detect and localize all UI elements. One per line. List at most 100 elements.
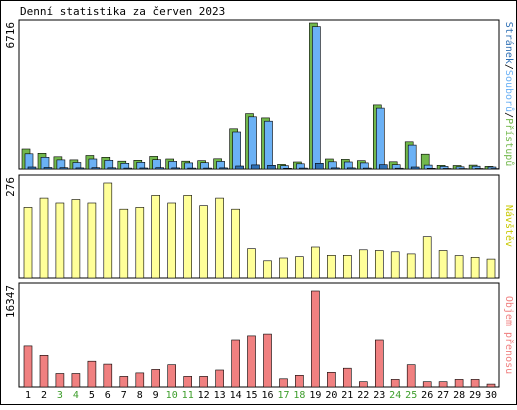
hits-bars xyxy=(21,22,500,170)
x-tick-label: 30 xyxy=(485,390,497,401)
objem-bar xyxy=(454,379,464,388)
objem-bar xyxy=(231,339,240,388)
legend-separator: / xyxy=(503,64,514,70)
navstev-bar xyxy=(119,208,129,279)
navstev-bar xyxy=(103,182,113,279)
stranek-bar xyxy=(123,167,133,170)
objem-bar xyxy=(486,383,496,388)
stranek-bar xyxy=(267,165,276,170)
visits-panel-frame xyxy=(18,174,500,279)
legend-separator: / xyxy=(503,112,514,118)
traffic-legend: Objem přenosu xyxy=(503,296,515,374)
objem-bar xyxy=(374,339,384,388)
visits-panel: 276 Návštěv xyxy=(4,174,515,279)
x-axis-day-labels: 1 2 3 4 5 6 7 8 9 10 11 12 13 14 15 16 17 18 19 20 21 22 23 24 2… xyxy=(25,390,497,401)
stranek-bar xyxy=(155,167,164,170)
stranek-bar xyxy=(299,167,308,170)
navstev-bar xyxy=(151,195,160,279)
stranek-bar xyxy=(362,167,372,170)
navstev-bar xyxy=(406,253,416,279)
objem-bar xyxy=(103,363,113,388)
objem-bar xyxy=(406,364,416,388)
stranek-bar xyxy=(442,168,452,170)
objem-bar xyxy=(311,290,320,388)
traffic-panel-frame xyxy=(18,282,500,388)
objem-bar xyxy=(215,369,224,388)
objem-bar xyxy=(422,381,432,388)
x-tick-label: 4 xyxy=(73,390,79,401)
x-tick-label: 2 xyxy=(41,390,47,401)
x-tick-label: 15 xyxy=(245,390,257,401)
x-tick-label: 26 xyxy=(421,390,433,401)
objem-bar xyxy=(71,373,81,388)
x-tick-label: 17 xyxy=(277,390,289,401)
navstev-bar xyxy=(231,208,240,279)
x-tick-label: 14 xyxy=(230,390,242,401)
navstev-bar xyxy=(23,207,33,279)
navstev-bar xyxy=(311,246,320,279)
navstev-bar xyxy=(358,249,368,279)
objem-bar xyxy=(390,379,400,388)
souboru-bar xyxy=(232,131,241,170)
stranek-bar xyxy=(410,166,420,170)
stranek-bar xyxy=(315,163,324,170)
chart-title: Denní statistika za červen 2023 xyxy=(20,5,225,18)
x-tick-label: 27 xyxy=(437,390,449,401)
navstev-bar xyxy=(470,256,480,279)
navstev-bar xyxy=(374,250,384,279)
objem-bar xyxy=(151,369,160,388)
stranek-bar xyxy=(139,167,149,170)
x-tick-label: 13 xyxy=(214,390,226,401)
stranek-bar xyxy=(59,167,69,170)
stranek-bar xyxy=(219,167,228,170)
navstev-bar xyxy=(295,256,304,279)
stranek-bar xyxy=(331,167,340,170)
objem-bar xyxy=(358,381,368,388)
hits-ymax-label: 6716 xyxy=(4,22,17,49)
objem-bar xyxy=(23,345,33,388)
hits-legend: Stránek/Souborů/Přístupů xyxy=(503,22,515,167)
x-tick-label: 5 xyxy=(89,390,95,401)
objem-bar xyxy=(279,378,288,388)
x-tick-label: 3 xyxy=(57,390,63,401)
objem-bar xyxy=(438,381,448,388)
navstev-bar xyxy=(247,248,256,279)
navstev-bar xyxy=(55,202,65,279)
x-tick-label: 10 xyxy=(166,390,178,401)
x-tick-label: 1 xyxy=(25,390,31,401)
stranek-bar xyxy=(283,168,292,170)
x-tick-label: 20 xyxy=(325,390,337,401)
x-tick-label: 24 xyxy=(389,390,401,401)
objem-bar xyxy=(55,373,65,388)
navstev-bar xyxy=(183,195,192,279)
x-tick-label: 28 xyxy=(453,390,465,401)
objem-bar xyxy=(135,372,145,388)
stranek-bar xyxy=(27,166,37,170)
navstev-bar xyxy=(199,205,208,279)
souboru-bar xyxy=(312,26,321,170)
x-tick-label: 9 xyxy=(153,390,159,401)
legend-souboru: Souborů xyxy=(503,70,515,112)
traffic-panel: 16347 Objem přenosu xyxy=(4,282,515,388)
navstev-bar xyxy=(422,236,432,279)
objem-bar xyxy=(39,354,49,388)
stranek-bar xyxy=(346,167,356,170)
stranek-bar xyxy=(187,167,196,170)
visits-legend: Návštěv xyxy=(503,205,515,247)
objem-bar xyxy=(87,360,97,388)
x-tick-label: 19 xyxy=(309,390,321,401)
souboru-bar xyxy=(248,116,257,170)
objem-bar xyxy=(295,374,304,388)
navstev-bar xyxy=(87,202,97,279)
stranek-bar xyxy=(490,168,500,170)
navstev-bar xyxy=(390,251,400,279)
stranek-bar xyxy=(171,167,180,170)
x-tick-label: 29 xyxy=(469,390,481,401)
objem-bar xyxy=(199,376,208,388)
hits-panel: 6716 Stránek/Souborů/Přístupů xyxy=(4,19,515,170)
navstev-bar xyxy=(327,255,336,279)
hits-panel-frame xyxy=(18,19,500,170)
souboru-bar xyxy=(407,144,417,170)
x-tick-label: 8 xyxy=(137,390,143,401)
objem-bar xyxy=(342,367,352,388)
